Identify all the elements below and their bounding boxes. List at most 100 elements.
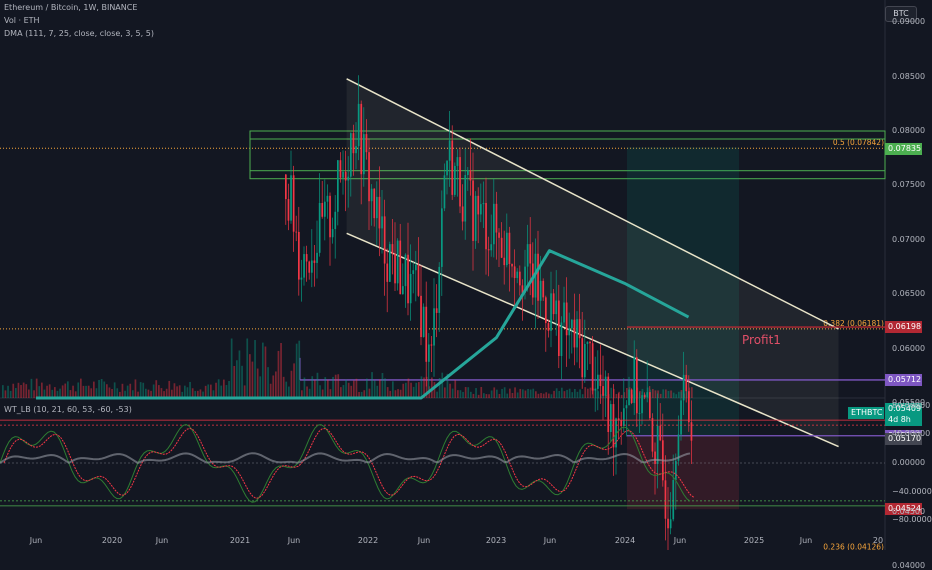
volume-bar (137, 391, 139, 398)
volume-bar (589, 387, 592, 398)
volume-bar (355, 378, 358, 398)
volume-bar (288, 386, 290, 398)
volume-bar (142, 382, 145, 398)
candle-body (680, 400, 682, 435)
candle-body (352, 133, 355, 154)
volume-bar (501, 388, 503, 398)
volume-bar (392, 381, 394, 398)
candle-body (344, 171, 347, 181)
volume-bar (498, 393, 501, 398)
candle-body (409, 273, 412, 304)
candle-body (396, 240, 399, 284)
volume-bar (550, 394, 553, 398)
volume-bar (566, 389, 568, 398)
candle-body (368, 152, 370, 202)
volume-bar (366, 378, 368, 398)
candle-body (292, 175, 295, 232)
candle-body (428, 344, 430, 362)
candle-body (495, 203, 498, 233)
currency-button[interactable]: BTC (885, 6, 917, 22)
volume-bar (238, 350, 241, 398)
volume-bar (477, 394, 480, 398)
candle-body (490, 244, 493, 251)
candle-body (376, 196, 378, 219)
volume-bar (337, 374, 340, 398)
candle-body (464, 175, 467, 222)
volume-bar (563, 391, 566, 398)
volume-bar (600, 394, 602, 398)
volume-bar (202, 391, 204, 398)
volume-bar (454, 380, 457, 398)
volume-bar (574, 388, 576, 398)
candle-body (591, 343, 594, 391)
volume-bar (249, 354, 251, 398)
volume-bar (436, 391, 438, 398)
volume-bar (581, 394, 584, 398)
volume-bar (199, 389, 202, 398)
volume-bar (623, 392, 626, 398)
volume-bar (293, 363, 295, 398)
volume-bar (160, 388, 163, 398)
candle-body (363, 134, 365, 175)
candle-body (448, 140, 451, 161)
volume-bar (639, 390, 641, 398)
volume-bar (405, 382, 407, 398)
candle-body (386, 263, 389, 282)
candle-body (316, 252, 318, 263)
x-axis-tick: 2025 (744, 536, 764, 545)
volume-bar (446, 373, 449, 398)
volume-bar (262, 342, 264, 398)
moving-average-line (36, 249, 690, 400)
candle-body (669, 519, 672, 529)
candle-body (433, 308, 435, 346)
volume-legend[interactable]: Vol · ETH (4, 16, 40, 25)
volume-bar (490, 390, 493, 398)
candle-body (365, 134, 368, 153)
volume-bar (319, 385, 321, 398)
volume-bar (358, 391, 360, 398)
x-axis-tick: Jun (29, 536, 43, 545)
candle-body (550, 293, 552, 331)
candle-body (565, 302, 568, 336)
candle-body (321, 202, 324, 217)
volume-bar (451, 388, 454, 398)
candle-body (389, 244, 391, 282)
volume-bar (360, 391, 363, 398)
volume-bar (54, 387, 56, 398)
candle-body (287, 199, 290, 221)
volume-bar (43, 389, 46, 398)
price-label: 0.07835 (885, 142, 922, 155)
ma-legend[interactable]: DMA (111, 7, 25, close, close, 3, 5, 5) (4, 29, 154, 38)
symbol-legend[interactable]: Ethereum / Bitcoin, 1W, BINANCE (4, 3, 138, 12)
price-chart[interactable]: 0.65 (0.09993)0.618 (0.09503)0.5 (0.0784… (0, 0, 932, 550)
volume-bar (225, 385, 228, 398)
candle-body (641, 395, 643, 414)
volume-bar (464, 387, 467, 398)
volume-bar (675, 394, 678, 398)
volume-bar (654, 390, 657, 398)
candle-body (454, 165, 456, 195)
volume-bar (420, 376, 423, 398)
oscillator-legend[interactable]: WT_LB (10, 21, 60, 53, -60, -53) (4, 405, 132, 414)
volume-bar (584, 387, 587, 398)
candle-body (285, 174, 287, 200)
volume-bar (186, 387, 189, 398)
x-axis-tick: 20 (873, 536, 883, 545)
candle-body (529, 244, 532, 264)
candle-body (350, 133, 352, 177)
candle-body (636, 357, 638, 414)
volume-bar (178, 385, 181, 398)
candle-body (576, 319, 578, 348)
candle-body (500, 237, 503, 258)
y-axis-tick: 0.06000 (892, 343, 926, 353)
volume-bar (652, 388, 654, 398)
volume-bar (303, 377, 306, 398)
candle-body (451, 140, 454, 195)
volume-bar (9, 390, 12, 398)
volume-bar (95, 388, 98, 398)
volume-bar (485, 394, 488, 398)
fib-level-label: 0.236 (0.04126) (823, 542, 884, 550)
candle-body (571, 319, 573, 329)
volume-bar (386, 387, 389, 398)
volume-bar (568, 388, 571, 398)
